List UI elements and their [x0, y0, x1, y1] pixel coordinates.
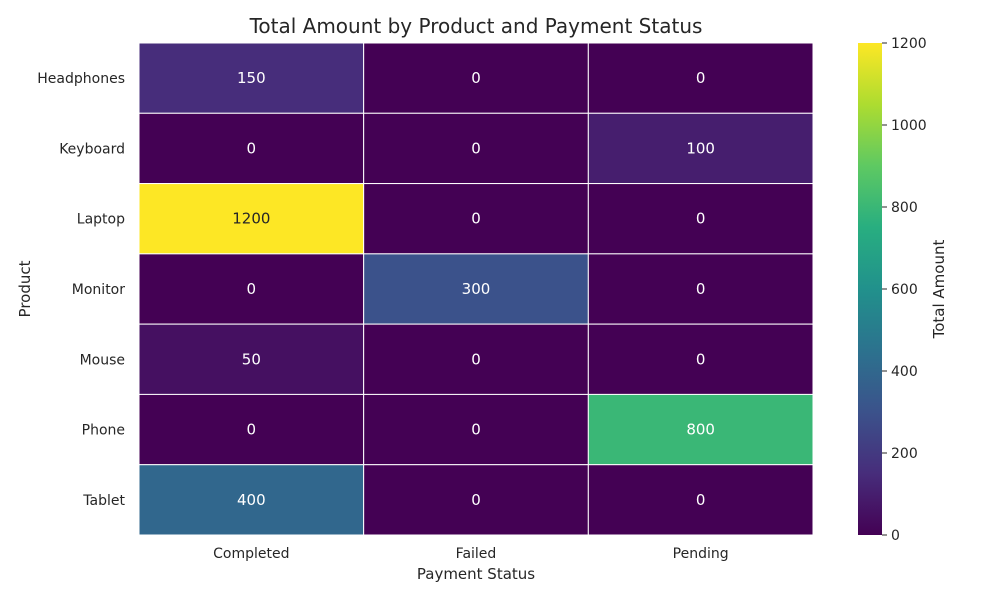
- heatmap-cell: [587, 42, 814, 114]
- cell-value-label: 50: [242, 350, 261, 368]
- heatmap-cell: [363, 393, 589, 466]
- y-tick-label: Headphones: [37, 71, 125, 87]
- cell-value-label: 400: [237, 491, 266, 509]
- chart-title: Total Amount by Product and Payment Stat…: [249, 14, 703, 38]
- cell-value-label: 100: [686, 139, 715, 157]
- heatmap-cell: [138, 323, 365, 395]
- heatmap-cell: [363, 183, 589, 255]
- heatmap-cells: 150 0 0 0 0 100 1200 0 0 0 300 0 50 0 0 0 0 800 400 0 0: [138, 42, 814, 536]
- heatmap-cell: [587, 253, 814, 325]
- y-tick-label: Tablet: [82, 493, 125, 509]
- y-tick-label: Mouse: [80, 352, 125, 368]
- colorbar-tick-label: 1000: [891, 118, 927, 134]
- heatmap-cell: [363, 42, 589, 114]
- heatmap-cell: [138, 42, 365, 114]
- x-axis-label: Payment Status: [417, 565, 535, 583]
- y-tick-label: Phone: [82, 423, 125, 439]
- heatmap-cell: [138, 253, 365, 325]
- heatmap-cell: [363, 323, 589, 395]
- heatmap-cell: [587, 323, 814, 395]
- colorbar-tick-label: 400: [891, 364, 918, 380]
- cell-value-label: 0: [471, 491, 481, 509]
- x-tick-label: Completed: [213, 546, 289, 562]
- y-tick-label: Keyboard: [59, 141, 125, 157]
- colorbar-label: Total Amount: [930, 240, 948, 340]
- heatmap-cell: [138, 393, 365, 466]
- cell-value-label: 0: [696, 69, 706, 87]
- heatmap-cell: [138, 112, 365, 185]
- cell-value-label: 300: [462, 280, 491, 298]
- colorbar-tick-label: 800: [891, 200, 918, 216]
- colorbar-tick-label: 600: [891, 282, 918, 298]
- cell-value-label: 0: [696, 491, 706, 509]
- cell-value-label: 150: [237, 69, 266, 87]
- cell-value-label: 0: [471, 210, 481, 228]
- x-tick-label: Pending: [673, 546, 729, 562]
- cell-value-label: 0: [696, 350, 706, 368]
- y-axis-label: Product: [16, 260, 34, 317]
- colorbar-ticks: 0 200 400 600 800 1000 1200: [882, 36, 927, 544]
- cell-value-label: 0: [696, 210, 706, 228]
- colorbar-tick-label: 0: [891, 528, 900, 544]
- heatmap-cell: [138, 464, 365, 536]
- colorbar-tick-label: 1200: [891, 36, 927, 52]
- colorbar: 0 200 400 600 800 1000 1200 Total Amount: [858, 36, 948, 544]
- cell-value-label: 800: [686, 421, 715, 439]
- y-tick-labels: Headphones Keyboard Laptop Monitor Mouse Phon…: [37, 71, 125, 509]
- cell-value-label: 0: [471, 139, 481, 157]
- heatmap-cell: [587, 464, 814, 536]
- cell-value-label: 0: [471, 350, 481, 368]
- heatmap-cell: [587, 393, 814, 466]
- y-tick-label: Laptop: [77, 212, 125, 228]
- y-tick-label: Monitor: [72, 282, 125, 298]
- colorbar-tick-label: 200: [891, 446, 918, 462]
- x-tick-labels: Completed Failed Pending: [213, 546, 728, 562]
- cell-value-label: 0: [247, 139, 257, 157]
- cell-value-label: 0: [247, 421, 257, 439]
- cell-value-label: 0: [471, 421, 481, 439]
- colorbar-gradient: [858, 43, 882, 535]
- heatmap-cell: [363, 112, 589, 185]
- x-tick-label: Failed: [456, 546, 497, 562]
- cell-value-label: 0: [696, 280, 706, 298]
- heatmap-cell: [363, 464, 589, 536]
- cell-value-label: 0: [471, 69, 481, 87]
- cell-value-label: 1200: [232, 210, 270, 228]
- cell-value-label: 0: [247, 280, 257, 298]
- heatmap-cell: [587, 112, 814, 185]
